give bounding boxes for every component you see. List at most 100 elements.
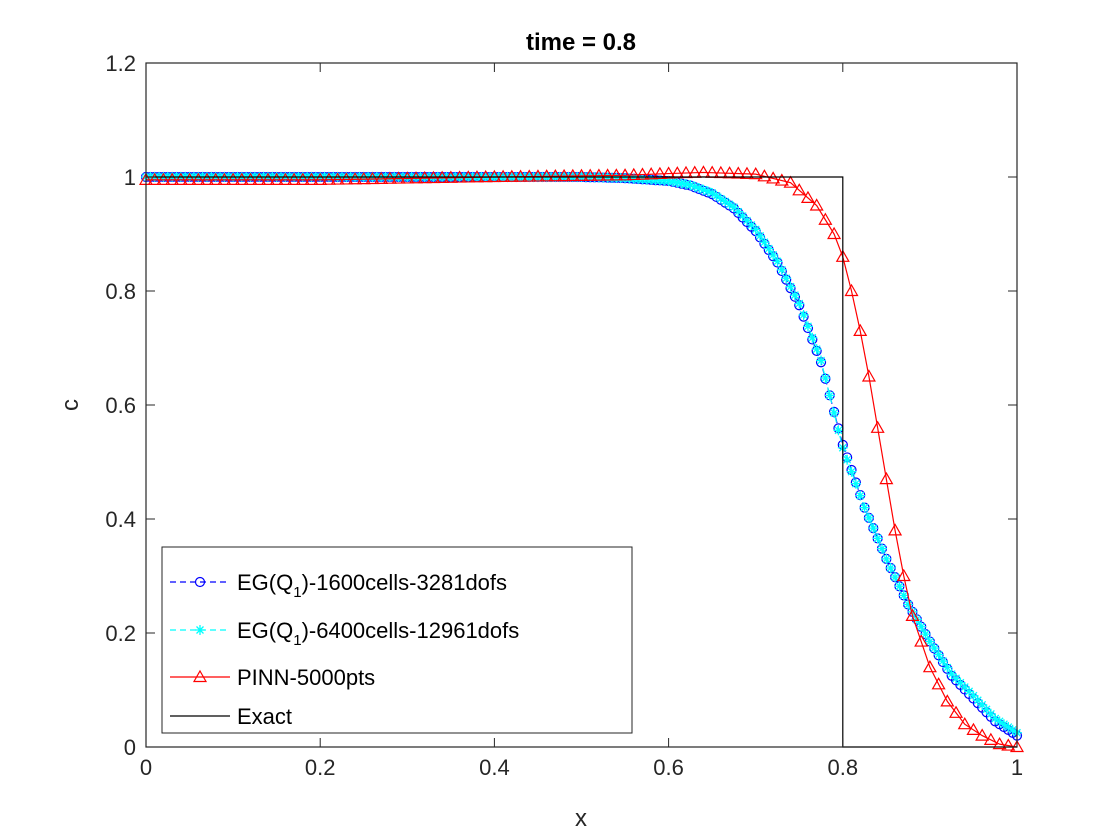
data-point xyxy=(496,169,511,182)
data-point xyxy=(816,355,827,366)
data-point xyxy=(478,169,493,183)
data-point xyxy=(766,171,781,184)
data-point xyxy=(824,390,835,401)
legend-label-main: EG(Q xyxy=(237,570,293,595)
data-point xyxy=(548,168,563,182)
data-point xyxy=(733,206,744,217)
data-point xyxy=(689,181,700,192)
legend-item: PINN-5000pts xyxy=(170,665,375,690)
data-point xyxy=(715,193,726,204)
data-point xyxy=(557,168,572,182)
data-point xyxy=(992,736,1007,750)
data-point xyxy=(985,708,996,719)
data-point xyxy=(513,169,528,182)
x-tick-label: 0.4 xyxy=(479,755,510,780)
data-point xyxy=(672,177,683,188)
data-point xyxy=(914,634,929,647)
data-point xyxy=(964,686,975,697)
data-point xyxy=(313,172,328,185)
data-point xyxy=(676,178,687,189)
data-point xyxy=(916,621,927,632)
data-point xyxy=(748,166,763,180)
data-point xyxy=(724,199,735,210)
data-point xyxy=(768,249,779,260)
data-point xyxy=(156,172,171,185)
x-tick-label: 1 xyxy=(1011,755,1023,780)
data-point xyxy=(811,344,822,355)
legend-label: EG(Q1)-6400cells-12961dofs xyxy=(237,618,519,649)
data-point xyxy=(746,219,757,230)
data-point xyxy=(924,636,935,647)
data-point xyxy=(348,172,363,185)
data-point xyxy=(304,172,319,185)
x-tick-label: 0.8 xyxy=(828,755,859,780)
data-point xyxy=(583,168,598,181)
data-point xyxy=(681,179,692,190)
data-point xyxy=(626,167,641,181)
data-point xyxy=(827,226,842,240)
data-point xyxy=(809,198,824,211)
y-axis-ticks: 0 0.2 0.4 0.6 0.8 1 1.2 xyxy=(105,51,1017,760)
chart-title: time = 0.8 xyxy=(526,29,636,56)
data-point xyxy=(757,169,772,182)
data-point xyxy=(504,169,519,182)
data-point xyxy=(942,662,953,673)
data-point xyxy=(1003,722,1014,733)
x-tick-label: 0 xyxy=(140,755,152,780)
data-point xyxy=(728,202,739,213)
data-point xyxy=(487,169,502,183)
series-line xyxy=(146,171,1018,748)
series-layer xyxy=(138,165,1025,753)
legend-label-subscript: 1 xyxy=(293,632,301,649)
data-point xyxy=(226,172,241,185)
y-axis-label: c xyxy=(57,399,84,411)
data-point xyxy=(165,172,180,185)
data-point xyxy=(789,290,800,301)
data-point xyxy=(783,175,798,188)
legend-label: Exact xyxy=(237,704,292,729)
data-point xyxy=(981,704,992,715)
data-point xyxy=(820,372,831,383)
data-point xyxy=(400,171,415,184)
data-point xyxy=(618,168,633,181)
legend-label-main: PINN-5000pts xyxy=(237,665,375,690)
data-point xyxy=(234,172,249,185)
data-point xyxy=(983,732,998,745)
data-point xyxy=(741,215,752,226)
data-point xyxy=(1009,739,1025,753)
data-point xyxy=(861,369,876,382)
data-point xyxy=(940,694,955,707)
data-point xyxy=(998,719,1009,730)
data-point xyxy=(937,656,948,667)
data-point xyxy=(959,682,970,693)
data-point xyxy=(846,466,857,477)
data-point xyxy=(182,172,197,185)
data-point xyxy=(898,590,909,601)
data-point xyxy=(295,172,310,185)
x-axis-ticks: 0 0.2 0.4 0.6 0.8 1 xyxy=(140,63,1023,780)
data-point xyxy=(911,614,922,625)
data-point xyxy=(955,677,966,688)
data-point xyxy=(644,167,659,180)
data-point xyxy=(794,298,805,309)
data-point xyxy=(931,677,946,690)
series-line xyxy=(146,176,1018,734)
data-point xyxy=(946,669,957,680)
data-point xyxy=(872,533,883,544)
data-point xyxy=(750,224,761,235)
data-point xyxy=(870,420,885,433)
data-point xyxy=(591,168,606,181)
data-point xyxy=(903,599,914,610)
data-point xyxy=(574,168,589,181)
data-point xyxy=(905,608,920,621)
data-point xyxy=(850,478,861,489)
data-point xyxy=(702,186,713,197)
data-point xyxy=(208,172,223,185)
legend-item: Exact xyxy=(170,704,292,729)
data-point xyxy=(739,166,755,179)
data-point xyxy=(667,176,678,187)
data-point xyxy=(933,649,944,660)
data-point xyxy=(1007,724,1018,735)
data-point xyxy=(391,171,406,184)
data-point xyxy=(966,722,981,735)
